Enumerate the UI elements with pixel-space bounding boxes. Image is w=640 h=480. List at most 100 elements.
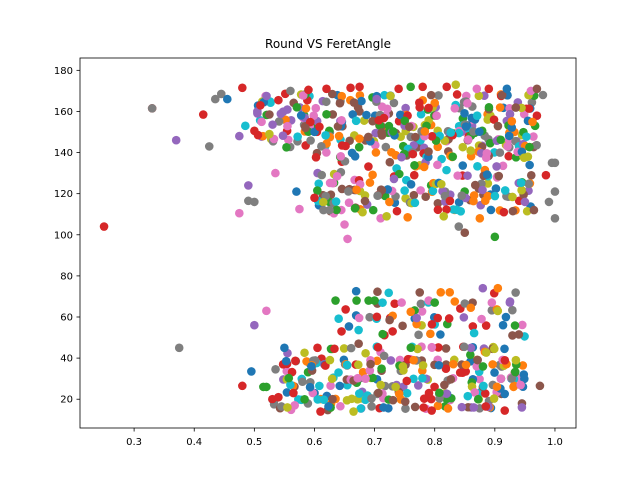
cluster-point — [469, 328, 479, 338]
cluster-point — [257, 117, 266, 127]
cluster-point — [344, 187, 353, 196]
cluster-point — [382, 104, 392, 114]
cluster-point — [461, 360, 471, 370]
cluster-point — [414, 330, 423, 340]
cluster-point — [306, 136, 315, 145]
data-point — [481, 402, 491, 411]
cluster-point — [443, 404, 453, 413]
cluster-point — [384, 288, 394, 298]
cluster-point — [507, 123, 517, 132]
cluster-point — [365, 312, 374, 322]
cluster-point — [463, 171, 472, 180]
data-point — [532, 84, 542, 94]
cluster-point — [337, 116, 346, 125]
cluster-point — [473, 394, 483, 404]
cluster-point — [437, 179, 446, 189]
cluster-point — [372, 312, 382, 322]
data-point — [280, 343, 289, 353]
data-point — [472, 84, 482, 94]
cluster-point — [435, 388, 444, 398]
cluster-point — [522, 132, 531, 141]
data-point — [250, 320, 259, 330]
cluster-point — [415, 288, 425, 297]
cluster-point — [276, 109, 286, 119]
data-point — [382, 211, 391, 221]
data-point — [391, 382, 400, 392]
cluster-point — [402, 376, 412, 386]
cluster-point — [373, 287, 382, 297]
cluster-point — [498, 161, 508, 171]
cluster-point — [342, 360, 352, 370]
data-point — [457, 191, 467, 201]
cluster-point — [432, 111, 441, 121]
data-point — [247, 367, 256, 376]
cluster-point — [427, 320, 437, 329]
cluster-point — [354, 142, 364, 152]
data-point — [174, 343, 184, 353]
cluster-point — [470, 388, 480, 397]
cluster-point — [468, 322, 478, 331]
data-point — [475, 214, 485, 223]
cluster-point — [473, 355, 482, 365]
cluster-point — [466, 146, 475, 155]
cluster-point — [354, 339, 363, 348]
cluster-point — [420, 127, 430, 136]
data-point — [238, 83, 247, 93]
cluster-point — [327, 374, 337, 384]
data-point — [370, 296, 379, 305]
data-point — [502, 84, 512, 94]
data-point — [235, 208, 244, 218]
cluster-point — [377, 131, 387, 140]
data-point — [292, 187, 301, 196]
cluster-point — [410, 161, 419, 170]
data-point — [262, 306, 271, 316]
data-point — [550, 187, 560, 196]
cluster-point — [529, 132, 538, 141]
cluster-point — [481, 348, 491, 357]
cluster-point — [365, 178, 375, 187]
cluster-point — [511, 103, 521, 112]
cluster-point — [496, 135, 506, 145]
data-point — [238, 381, 247, 391]
cluster-point — [489, 394, 499, 403]
data-point — [286, 86, 295, 96]
cluster-point — [347, 148, 357, 158]
data-point — [397, 298, 406, 307]
cluster-point — [315, 122, 324, 132]
data-point — [484, 84, 494, 94]
cluster-point — [413, 381, 423, 390]
data-point — [487, 298, 497, 307]
data-point — [511, 355, 521, 365]
cluster-point — [424, 147, 433, 156]
cluster-point — [364, 132, 373, 142]
y-axis: 20 40 60 80 100 120 140 160 180 — [54, 66, 80, 406]
cluster-point — [492, 162, 501, 171]
cluster-point — [440, 380, 449, 390]
cluster-point — [491, 184, 501, 193]
cluster-point — [360, 196, 370, 206]
cluster-point — [434, 91, 443, 100]
cluster-point — [378, 298, 387, 307]
data-point — [529, 205, 539, 215]
cluster-point — [507, 373, 517, 383]
y-tick-label: 40 — [60, 354, 73, 365]
cluster-point — [442, 205, 451, 214]
cluster-point — [478, 362, 488, 371]
data-point — [538, 90, 548, 100]
cluster-point — [433, 401, 443, 411]
cluster-point — [480, 389, 490, 398]
cluster-point — [354, 389, 364, 398]
cluster-point — [516, 178, 526, 187]
cluster-point — [433, 205, 443, 215]
cluster-point — [482, 170, 492, 179]
cluster-point — [385, 197, 394, 207]
cluster-point — [510, 367, 520, 377]
data-point — [454, 222, 464, 231]
data-point — [379, 403, 388, 412]
plot-frame — [79, 57, 577, 429]
cluster-point — [469, 127, 478, 136]
cluster-point — [498, 320, 508, 330]
data-point — [331, 296, 340, 305]
cluster-point — [336, 401, 345, 411]
cluster-point — [508, 331, 517, 340]
